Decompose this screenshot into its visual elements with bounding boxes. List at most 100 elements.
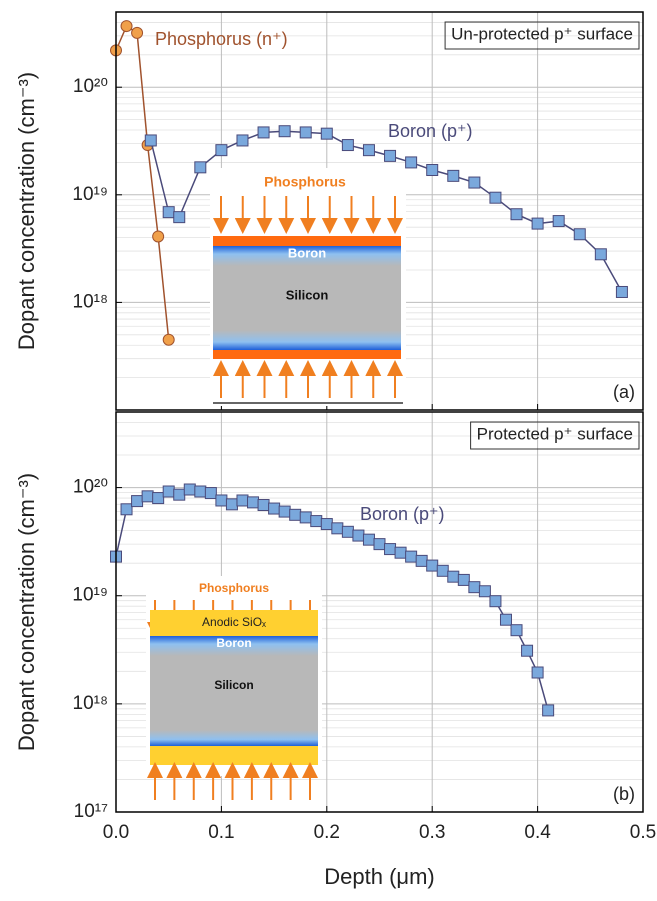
marker — [489, 595, 502, 608]
marker — [278, 125, 291, 138]
marker — [152, 492, 165, 505]
x-tick-label: 0.2 — [314, 822, 340, 843]
series-label: Boron (p⁺) — [360, 504, 445, 524]
marker — [268, 502, 281, 515]
marker — [257, 126, 270, 139]
marker — [415, 554, 428, 567]
marker — [299, 511, 312, 524]
marker — [426, 559, 439, 572]
marker — [468, 176, 481, 189]
marker — [341, 139, 354, 152]
marker — [331, 522, 344, 535]
marker — [405, 550, 418, 563]
y-tick-label: 10¹⁹ — [72, 585, 108, 606]
marker — [468, 581, 481, 594]
marker — [489, 191, 502, 204]
y-axis-label: Dopant concentration (cm⁻³) — [14, 473, 39, 751]
marker — [384, 149, 397, 162]
marker — [499, 613, 512, 626]
marker — [362, 533, 375, 546]
title-box — [470, 421, 640, 450]
marker — [289, 508, 302, 521]
x-tick-label: 0.0 — [103, 822, 129, 843]
marker — [478, 585, 491, 598]
marker — [162, 485, 175, 498]
layer — [150, 730, 318, 746]
marker — [521, 644, 534, 657]
marker — [278, 505, 291, 518]
marker — [131, 26, 144, 39]
marker — [341, 525, 354, 538]
marker — [173, 211, 186, 224]
marker — [510, 624, 523, 637]
plot-frame — [115, 11, 644, 411]
marker — [299, 126, 312, 139]
y-tick-label: 10¹⁷ — [74, 801, 108, 822]
inset-label: Boron — [288, 245, 326, 260]
marker — [384, 543, 397, 556]
y-tick-label: 10¹⁹ — [72, 184, 108, 205]
x-tick-label: 0.1 — [208, 822, 234, 843]
x-axis-label: Depth (μm) — [324, 864, 434, 889]
marker — [152, 230, 165, 243]
marker — [120, 20, 133, 33]
marker — [457, 573, 470, 586]
marker — [194, 161, 207, 174]
marker — [225, 498, 238, 511]
marker — [183, 483, 196, 496]
marker — [362, 144, 375, 157]
marker — [120, 503, 133, 516]
layer — [213, 330, 401, 350]
panel-title: Protected p⁺ surface — [477, 424, 633, 443]
marker — [426, 164, 439, 177]
marker — [510, 208, 523, 221]
inset-label: Anodic SiOₓ — [202, 615, 266, 629]
marker — [320, 127, 333, 140]
marker — [542, 704, 555, 717]
y-axis-label: Dopant concentration (cm⁻³) — [14, 72, 39, 350]
layer — [213, 246, 401, 266]
marker — [310, 515, 323, 528]
inset-label: Silicon — [286, 287, 329, 302]
layer — [150, 656, 318, 730]
marker — [531, 217, 544, 230]
marker — [594, 248, 607, 261]
series-label: Boron (p⁺) — [388, 121, 473, 141]
marker — [131, 495, 144, 508]
x-tick-label: 0.5 — [630, 822, 656, 843]
marker — [247, 496, 260, 509]
y-tick-label: 10¹⁸ — [73, 291, 108, 312]
layer — [150, 636, 318, 656]
marker — [552, 215, 565, 228]
y-tick-label: 10²⁰ — [73, 76, 108, 97]
inset-label: Phosphorus — [199, 581, 269, 595]
marker — [352, 529, 365, 542]
marker — [257, 499, 270, 512]
plot-frame — [115, 411, 644, 813]
inset-label: Silicon — [214, 678, 253, 692]
x-tick-label: 0.3 — [419, 822, 445, 843]
marker — [162, 206, 175, 219]
marker — [215, 144, 228, 157]
marker — [162, 333, 175, 346]
panel-label: (b) — [613, 784, 635, 804]
panel-label: (a) — [613, 382, 635, 402]
marker — [615, 285, 628, 298]
marker — [236, 134, 249, 147]
marker — [236, 494, 249, 507]
layer — [213, 266, 401, 330]
layer — [213, 350, 401, 359]
x-tick-label: 0.4 — [524, 822, 551, 843]
inset-label: Boron — [216, 636, 251, 650]
layer — [213, 236, 401, 246]
title-box — [444, 21, 640, 50]
series-label: Phosphorus (n⁺) — [155, 29, 288, 49]
marker — [141, 490, 154, 503]
marker — [320, 518, 333, 531]
marker — [373, 538, 386, 551]
marker — [436, 564, 449, 577]
marker — [204, 487, 217, 500]
y-tick-label: 10¹⁸ — [73, 693, 108, 714]
marker — [215, 494, 228, 507]
